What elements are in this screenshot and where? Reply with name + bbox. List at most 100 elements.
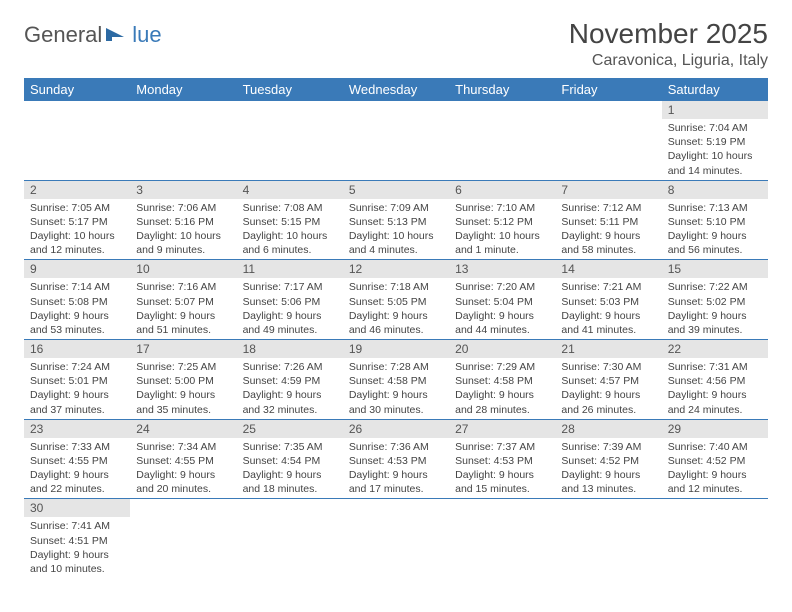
- calendar-cell: 12Sunrise: 7:18 AMSunset: 5:05 PMDayligh…: [343, 260, 449, 340]
- day-number: 19: [343, 340, 449, 358]
- day-number: 13: [449, 260, 555, 278]
- calendar-cell: [449, 499, 555, 578]
- day-number: 18: [237, 340, 343, 358]
- day-details: Sunrise: 7:18 AMSunset: 5:05 PMDaylight:…: [343, 278, 449, 339]
- day-number: 1: [662, 101, 768, 119]
- calendar-cell: 11Sunrise: 7:17 AMSunset: 5:06 PMDayligh…: [237, 260, 343, 340]
- title-block: November 2025 Caravonica, Liguria, Italy: [569, 18, 768, 70]
- calendar-cell: 18Sunrise: 7:26 AMSunset: 4:59 PMDayligh…: [237, 340, 343, 420]
- calendar-cell: 14Sunrise: 7:21 AMSunset: 5:03 PMDayligh…: [555, 260, 661, 340]
- calendar-cell: 16Sunrise: 7:24 AMSunset: 5:01 PMDayligh…: [24, 340, 130, 420]
- calendar-cell: 21Sunrise: 7:30 AMSunset: 4:57 PMDayligh…: [555, 340, 661, 420]
- calendar-cell: [449, 101, 555, 180]
- calendar-cell: 25Sunrise: 7:35 AMSunset: 4:54 PMDayligh…: [237, 419, 343, 499]
- weekday-header: Monday: [130, 78, 236, 101]
- calendar-cell: 30Sunrise: 7:41 AMSunset: 4:51 PMDayligh…: [24, 499, 130, 578]
- calendar-cell: 10Sunrise: 7:16 AMSunset: 5:07 PMDayligh…: [130, 260, 236, 340]
- day-details: Sunrise: 7:25 AMSunset: 5:00 PMDaylight:…: [130, 358, 236, 419]
- calendar-cell: [555, 101, 661, 180]
- calendar-cell: 1Sunrise: 7:04 AMSunset: 5:19 PMDaylight…: [662, 101, 768, 180]
- weekday-header: Sunday: [24, 78, 130, 101]
- calendar-cell: [237, 101, 343, 180]
- calendar-cell: 17Sunrise: 7:25 AMSunset: 5:00 PMDayligh…: [130, 340, 236, 420]
- calendar-cell: 9Sunrise: 7:14 AMSunset: 5:08 PMDaylight…: [24, 260, 130, 340]
- day-details: Sunrise: 7:26 AMSunset: 4:59 PMDaylight:…: [237, 358, 343, 419]
- calendar-cell: 3Sunrise: 7:06 AMSunset: 5:16 PMDaylight…: [130, 180, 236, 260]
- calendar-cell: 26Sunrise: 7:36 AMSunset: 4:53 PMDayligh…: [343, 419, 449, 499]
- logo-text-blue: lue: [132, 22, 161, 48]
- logo: General lue: [24, 22, 162, 48]
- day-details: Sunrise: 7:41 AMSunset: 4:51 PMDaylight:…: [24, 517, 130, 578]
- day-details: Sunrise: 7:35 AMSunset: 4:54 PMDaylight:…: [237, 438, 343, 499]
- day-details: Sunrise: 7:30 AMSunset: 4:57 PMDaylight:…: [555, 358, 661, 419]
- day-number: 24: [130, 420, 236, 438]
- calendar-cell: [555, 499, 661, 578]
- calendar-cell: 27Sunrise: 7:37 AMSunset: 4:53 PMDayligh…: [449, 419, 555, 499]
- calendar-cell: [24, 101, 130, 180]
- day-number: 14: [555, 260, 661, 278]
- day-number: 8: [662, 181, 768, 199]
- day-details: Sunrise: 7:33 AMSunset: 4:55 PMDaylight:…: [24, 438, 130, 499]
- day-details: Sunrise: 7:22 AMSunset: 5:02 PMDaylight:…: [662, 278, 768, 339]
- day-details: Sunrise: 7:28 AMSunset: 4:58 PMDaylight:…: [343, 358, 449, 419]
- calendar-cell: 6Sunrise: 7:10 AMSunset: 5:12 PMDaylight…: [449, 180, 555, 260]
- calendar-cell: [130, 101, 236, 180]
- calendar-cell: 15Sunrise: 7:22 AMSunset: 5:02 PMDayligh…: [662, 260, 768, 340]
- calendar-cell: 20Sunrise: 7:29 AMSunset: 4:58 PMDayligh…: [449, 340, 555, 420]
- day-details: Sunrise: 7:12 AMSunset: 5:11 PMDaylight:…: [555, 199, 661, 260]
- weekday-header: Thursday: [449, 78, 555, 101]
- calendar-cell: 29Sunrise: 7:40 AMSunset: 4:52 PMDayligh…: [662, 419, 768, 499]
- calendar-cell: [662, 499, 768, 578]
- logo-text-general: General: [24, 22, 102, 48]
- day-details: Sunrise: 7:06 AMSunset: 5:16 PMDaylight:…: [130, 199, 236, 260]
- weekday-header: Saturday: [662, 78, 768, 101]
- day-number: 25: [237, 420, 343, 438]
- day-number: 30: [24, 499, 130, 517]
- weekday-header: Friday: [555, 78, 661, 101]
- day-details: Sunrise: 7:37 AMSunset: 4:53 PMDaylight:…: [449, 438, 555, 499]
- calendar-cell: 23Sunrise: 7:33 AMSunset: 4:55 PMDayligh…: [24, 419, 130, 499]
- day-number: 11: [237, 260, 343, 278]
- day-number: 7: [555, 181, 661, 199]
- day-details: Sunrise: 7:14 AMSunset: 5:08 PMDaylight:…: [24, 278, 130, 339]
- day-details: Sunrise: 7:05 AMSunset: 5:17 PMDaylight:…: [24, 199, 130, 260]
- day-details: Sunrise: 7:24 AMSunset: 5:01 PMDaylight:…: [24, 358, 130, 419]
- day-details: Sunrise: 7:13 AMSunset: 5:10 PMDaylight:…: [662, 199, 768, 260]
- calendar-table: SundayMondayTuesdayWednesdayThursdayFrid…: [24, 78, 768, 578]
- day-number: 16: [24, 340, 130, 358]
- day-number: 29: [662, 420, 768, 438]
- calendar-cell: 7Sunrise: 7:12 AMSunset: 5:11 PMDaylight…: [555, 180, 661, 260]
- calendar-cell: [343, 101, 449, 180]
- day-details: Sunrise: 7:09 AMSunset: 5:13 PMDaylight:…: [343, 199, 449, 260]
- day-number: 9: [24, 260, 130, 278]
- day-details: Sunrise: 7:36 AMSunset: 4:53 PMDaylight:…: [343, 438, 449, 499]
- day-number: 28: [555, 420, 661, 438]
- day-number: 4: [237, 181, 343, 199]
- calendar-cell: 24Sunrise: 7:34 AMSunset: 4:55 PMDayligh…: [130, 419, 236, 499]
- calendar-cell: [130, 499, 236, 578]
- day-details: Sunrise: 7:08 AMSunset: 5:15 PMDaylight:…: [237, 199, 343, 260]
- day-details: Sunrise: 7:20 AMSunset: 5:04 PMDaylight:…: [449, 278, 555, 339]
- page-title: November 2025: [569, 18, 768, 50]
- logo-flag-icon: [106, 26, 128, 44]
- calendar-cell: 22Sunrise: 7:31 AMSunset: 4:56 PMDayligh…: [662, 340, 768, 420]
- day-number: 22: [662, 340, 768, 358]
- day-number: 17: [130, 340, 236, 358]
- day-number: 3: [130, 181, 236, 199]
- day-number: 20: [449, 340, 555, 358]
- day-details: Sunrise: 7:10 AMSunset: 5:12 PMDaylight:…: [449, 199, 555, 260]
- day-number: 6: [449, 181, 555, 199]
- calendar-cell: 13Sunrise: 7:20 AMSunset: 5:04 PMDayligh…: [449, 260, 555, 340]
- calendar-cell: 19Sunrise: 7:28 AMSunset: 4:58 PMDayligh…: [343, 340, 449, 420]
- day-details: Sunrise: 7:21 AMSunset: 5:03 PMDaylight:…: [555, 278, 661, 339]
- weekday-header: Wednesday: [343, 78, 449, 101]
- calendar-cell: 2Sunrise: 7:05 AMSunset: 5:17 PMDaylight…: [24, 180, 130, 260]
- day-details: Sunrise: 7:39 AMSunset: 4:52 PMDaylight:…: [555, 438, 661, 499]
- day-details: Sunrise: 7:31 AMSunset: 4:56 PMDaylight:…: [662, 358, 768, 419]
- calendar-cell: 5Sunrise: 7:09 AMSunset: 5:13 PMDaylight…: [343, 180, 449, 260]
- day-number: 21: [555, 340, 661, 358]
- weekday-header: Tuesday: [237, 78, 343, 101]
- day-number: 12: [343, 260, 449, 278]
- day-details: Sunrise: 7:40 AMSunset: 4:52 PMDaylight:…: [662, 438, 768, 499]
- day-number: 5: [343, 181, 449, 199]
